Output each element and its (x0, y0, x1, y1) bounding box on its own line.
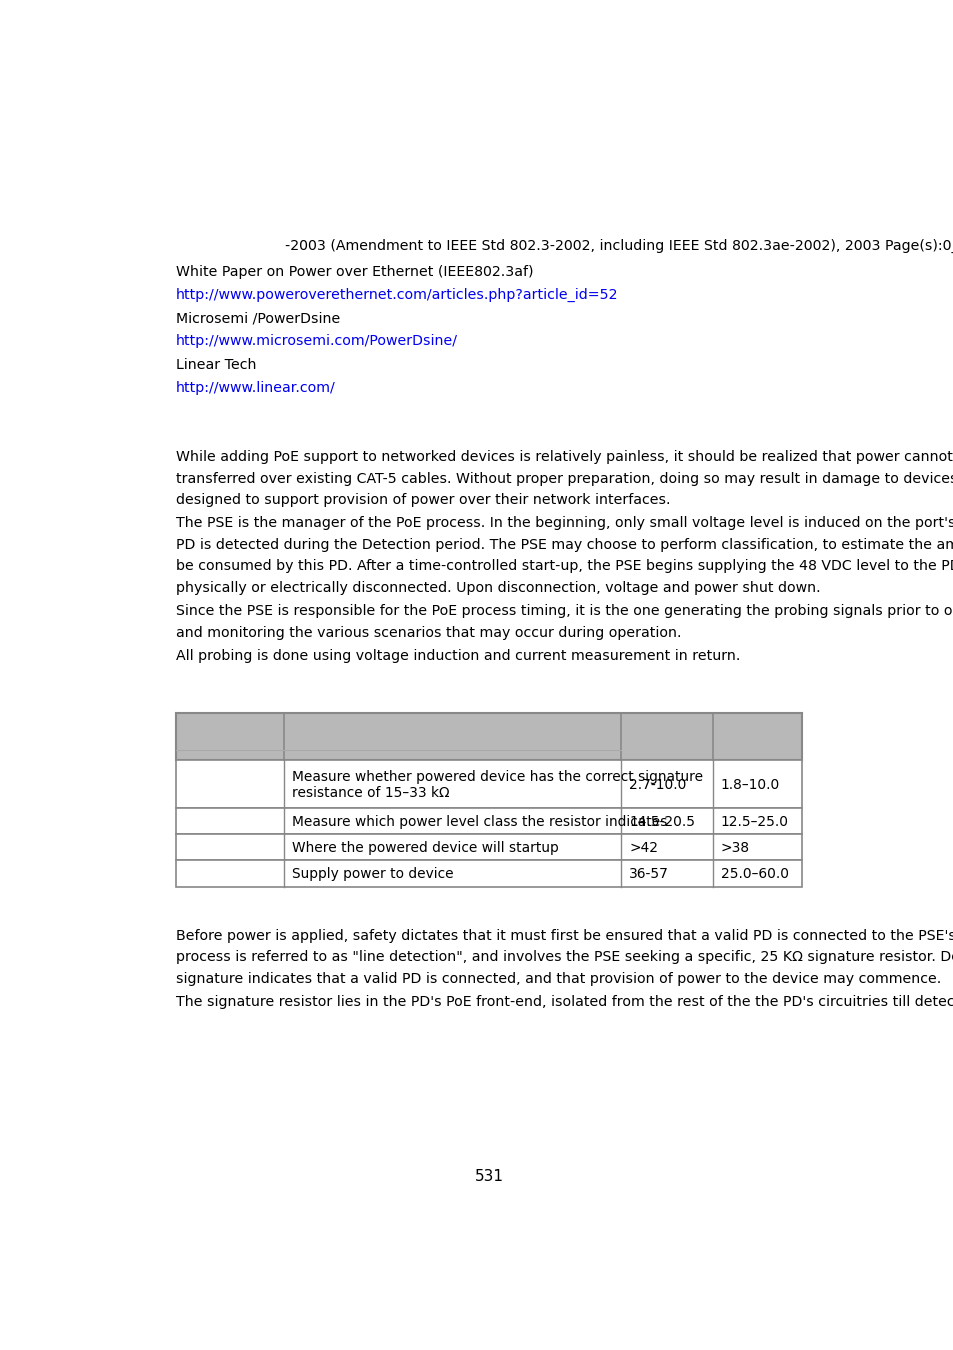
Text: resistance of 15–33 kΩ: resistance of 15–33 kΩ (292, 786, 449, 799)
Text: 2.7-10.0: 2.7-10.0 (629, 778, 686, 792)
Text: http://www.linear.com/: http://www.linear.com/ (175, 381, 335, 394)
Text: Linear Tech: Linear Tech (175, 358, 256, 371)
Text: 14.5-20.5: 14.5-20.5 (629, 815, 695, 829)
Bar (175, 860, 801, 887)
Text: 36-57: 36-57 (629, 867, 668, 882)
Text: 25.0–60.0: 25.0–60.0 (720, 867, 788, 882)
Text: transferred over existing CAT-5 cables. Without proper preparation, doing so may: transferred over existing CAT-5 cables. … (175, 471, 953, 486)
Text: The signature resistor lies in the PD's PoE front-end, isolated from the rest of: The signature resistor lies in the PD's … (175, 995, 953, 1010)
Bar (175, 809, 801, 834)
Text: >42: >42 (629, 841, 658, 855)
Text: The PSE is the manager of the PoE process. In the beginning, only small voltage : The PSE is the manager of the PoE proces… (175, 516, 953, 531)
Text: Supply power to device: Supply power to device (292, 867, 454, 882)
Text: 1.8–10.0: 1.8–10.0 (720, 778, 780, 792)
Text: While adding PoE support to networked devices is relatively painless, it should : While adding PoE support to networked de… (175, 450, 953, 464)
Text: All probing is done using voltage induction and current measurement in return.: All probing is done using voltage induct… (175, 648, 740, 663)
Text: be consumed by this PD. After a time-controlled start-up, the PSE begins supplyi: be consumed by this PD. After a time-con… (175, 559, 953, 574)
Text: http://www.poweroverethernet.com/articles.php?article_id=52: http://www.poweroverethernet.com/article… (175, 289, 618, 302)
Text: 531: 531 (474, 1169, 503, 1184)
Text: Since the PSE is responsible for the PoE process timing, it is the one generatin: Since the PSE is responsible for the PoE… (175, 603, 953, 618)
Text: process is referred to as "line detection", and involves the PSE seeking a speci: process is referred to as "line detectio… (175, 950, 953, 964)
Text: designed to support provision of power over their network interfaces.: designed to support provision of power o… (175, 493, 670, 508)
Text: Before power is applied, safety dictates that it must first be ensured that a va: Before power is applied, safety dictates… (175, 929, 953, 942)
Text: physically or electrically disconnected. Upon disconnection, voltage and power s: physically or electrically disconnected.… (175, 580, 820, 595)
Bar (175, 760, 801, 809)
Text: -2003 (Amendment to IEEE Std 802.3-2002, including IEEE Std 802.3ae-2002), 2003 : -2003 (Amendment to IEEE Std 802.3-2002,… (285, 239, 953, 254)
Text: Microsemi /PowerDsine: Microsemi /PowerDsine (175, 312, 339, 325)
Text: Measure whether powered device has the correct signature: Measure whether powered device has the c… (292, 771, 702, 784)
Text: and monitoring the various scenarios that may occur during operation.: and monitoring the various scenarios tha… (175, 625, 680, 640)
Text: 12.5–25.0: 12.5–25.0 (720, 815, 788, 829)
Bar (175, 713, 801, 760)
Text: Where the powered device will startup: Where the powered device will startup (292, 841, 558, 855)
Text: PD is detected during the Detection period. The PSE may choose to perform classi: PD is detected during the Detection peri… (175, 537, 953, 552)
Text: White Paper on Power over Ethernet (IEEE802.3af): White Paper on Power over Ethernet (IEEE… (175, 265, 533, 279)
Text: http://www.microsemi.com/PowerDsine/: http://www.microsemi.com/PowerDsine/ (175, 335, 457, 348)
Text: signature indicates that a valid PD is connected, and that provision of power to: signature indicates that a valid PD is c… (175, 972, 940, 986)
Text: >38: >38 (720, 841, 749, 855)
Text: Measure which power level class the resistor indicates: Measure which power level class the resi… (292, 815, 667, 829)
Bar (175, 834, 801, 860)
